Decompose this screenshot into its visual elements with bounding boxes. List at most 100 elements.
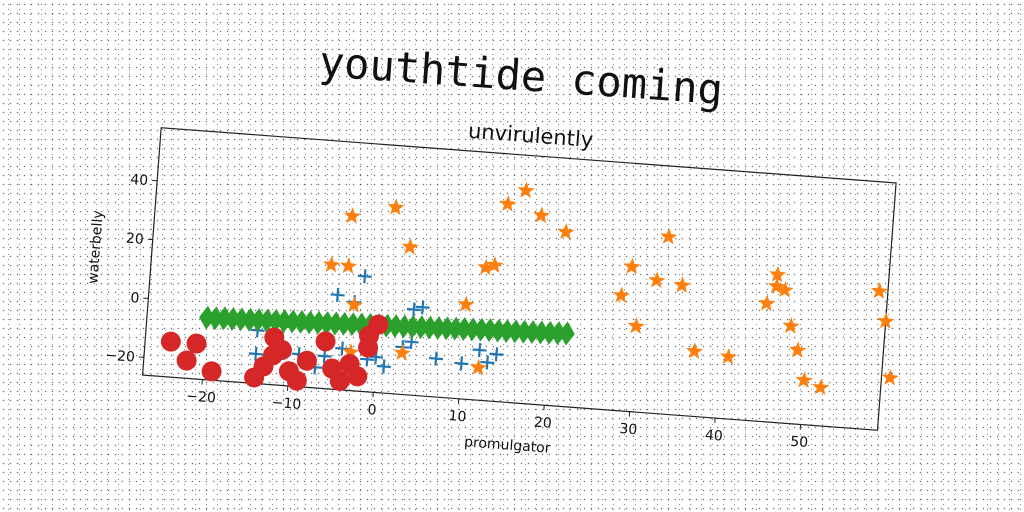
star-point	[393, 344, 411, 361]
x-tick-label: −10	[271, 395, 302, 413]
star-point	[871, 282, 889, 299]
star-point	[457, 295, 475, 313]
plus-point	[472, 342, 487, 358]
plus-point	[428, 351, 444, 366]
circle-point	[347, 366, 368, 387]
star-point	[623, 257, 641, 275]
diamond-point	[490, 318, 507, 343]
x-axis-ticks: −20 −10 0 10 20 30 40 50	[186, 379, 809, 451]
x-axis-label: promulgator	[464, 434, 552, 456]
x-tick-label: 30	[619, 421, 638, 438]
circle-point	[315, 331, 336, 352]
circle-point	[253, 356, 274, 377]
diamond-point	[387, 313, 404, 338]
circle-point	[296, 350, 317, 371]
diamond-point	[344, 312, 361, 337]
circle-point	[201, 361, 222, 382]
diamond-point	[524, 320, 541, 345]
x-tick-label: 0	[367, 402, 377, 419]
star-point	[345, 296, 363, 313]
plus-point	[454, 356, 469, 371]
star-point	[477, 258, 495, 276]
diamond-point	[550, 321, 567, 346]
diamond-point	[430, 316, 447, 340]
star-point	[486, 256, 504, 273]
y-tick-label: 0	[130, 290, 140, 307]
plus-point	[248, 346, 263, 361]
diamond-point	[310, 310, 327, 335]
diamond-point	[284, 309, 301, 334]
star-point	[648, 271, 666, 289]
plot-marks	[160, 181, 899, 396]
diamond-point	[199, 305, 216, 330]
star-point	[686, 342, 704, 360]
star-point	[789, 341, 807, 358]
star-point	[557, 223, 575, 240]
star-point	[776, 281, 794, 298]
diamond-point	[327, 311, 344, 336]
x-tick-label: 40	[704, 427, 723, 444]
diamond-point	[413, 315, 430, 340]
star-point	[660, 227, 678, 245]
circle-point	[160, 331, 181, 352]
circle-point	[271, 339, 292, 360]
diamond-point	[533, 320, 550, 345]
plus-point	[317, 349, 332, 364]
plus-point	[489, 347, 504, 362]
diamond-point	[456, 317, 472, 341]
circle-point	[368, 314, 389, 335]
diamond-point	[421, 315, 438, 340]
diamond-point	[396, 314, 413, 339]
star-point	[401, 238, 419, 255]
diamond-point	[241, 307, 258, 332]
star-point	[499, 195, 517, 212]
y-tick-label: −20	[105, 347, 136, 365]
x-tick-label: 10	[448, 408, 467, 425]
x-tick-label: 50	[790, 434, 809, 451]
plus-point	[330, 287, 345, 303]
diamond-point	[353, 312, 370, 337]
plot-frame	[141, 127, 897, 431]
diamond-point	[404, 314, 421, 339]
y-tick-label: 40	[130, 172, 149, 189]
diamond-point	[216, 306, 233, 331]
chart-subtitle: unvirulently	[467, 119, 594, 152]
y-axis-ticks: −20 0 20 40	[105, 172, 158, 366]
plus-point	[406, 302, 421, 317]
diamond-point	[438, 316, 455, 341]
star-point	[673, 276, 691, 293]
diamond-point	[301, 310, 318, 335]
diamond-point	[336, 311, 353, 336]
diamond-point	[318, 311, 335, 336]
diamond-point	[464, 317, 481, 342]
star-point	[343, 207, 361, 224]
diamond-point	[515, 319, 532, 344]
y-axis-label: waterbelly	[85, 210, 106, 284]
y-tick-label: 20	[125, 231, 144, 248]
diamond-point	[276, 309, 293, 334]
star-point	[720, 347, 738, 365]
x-tick-label: −20	[186, 388, 217, 406]
star-point	[769, 265, 787, 283]
diamond-point	[447, 316, 464, 341]
star-point	[877, 312, 895, 329]
star-point	[322, 255, 341, 273]
circle-point	[329, 370, 350, 391]
diamond-point	[207, 306, 224, 331]
star-point	[517, 181, 535, 199]
star-point	[469, 358, 488, 376]
star-point	[881, 368, 899, 386]
diamond-point	[558, 321, 575, 346]
plus-point	[415, 300, 430, 315]
star-point	[758, 294, 776, 312]
star-point	[387, 198, 405, 216]
circle-point	[286, 370, 307, 391]
circle-point	[186, 333, 207, 354]
plus-point	[480, 355, 495, 370]
x-tick-label: 20	[533, 415, 552, 432]
diamond-point	[250, 308, 267, 333]
diamond-point	[224, 307, 241, 331]
plus-point	[376, 359, 391, 374]
star-point	[340, 257, 358, 274]
